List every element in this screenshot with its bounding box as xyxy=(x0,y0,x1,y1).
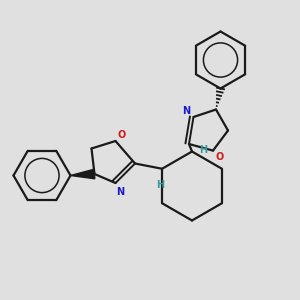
Text: O: O xyxy=(117,130,126,140)
Text: H: H xyxy=(200,145,208,155)
Polygon shape xyxy=(70,169,95,179)
Text: N: N xyxy=(182,106,190,116)
Text: O: O xyxy=(215,152,223,162)
Text: N: N xyxy=(116,187,124,196)
Text: H: H xyxy=(157,180,165,190)
